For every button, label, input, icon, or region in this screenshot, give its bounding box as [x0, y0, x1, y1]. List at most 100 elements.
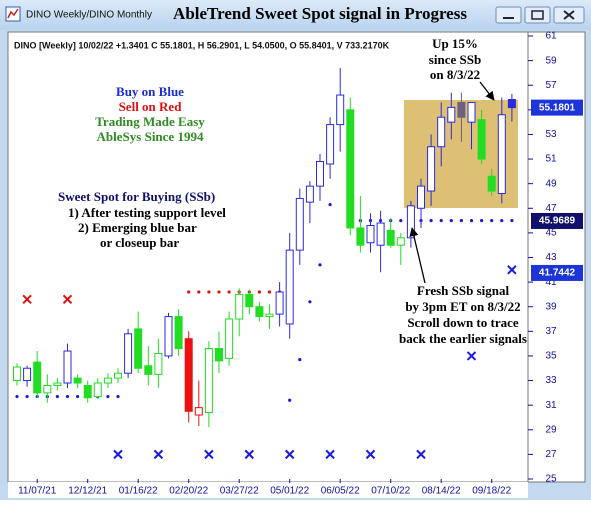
maximize-glyph — [531, 10, 544, 20]
arrow — [409, 227, 426, 284]
candle-body — [497, 114, 506, 195]
signal-x — [244, 449, 255, 460]
candle-body — [73, 377, 82, 384]
signal-x — [466, 351, 477, 361]
y-tick-label: 53 — [545, 129, 557, 140]
time-axis — [8, 482, 528, 498]
candle-body — [265, 313, 274, 318]
note: or closeup bar — [100, 235, 179, 250]
candle-body — [43, 384, 52, 394]
title-bar — [0, 0, 591, 30]
x-tick-label: 01/16/22 — [119, 486, 158, 497]
close-glyph — [563, 10, 575, 20]
candle-body — [457, 101, 466, 118]
stop-dot — [449, 218, 453, 223]
stop-dot — [480, 218, 484, 223]
candle-body — [144, 365, 153, 375]
price-tag — [531, 264, 583, 281]
candle-body — [295, 197, 304, 251]
candle-body — [63, 350, 72, 384]
candle-body — [53, 382, 62, 386]
candle-body — [225, 318, 234, 359]
note: by 3pm ET on 8/3/22 — [405, 299, 520, 314]
candle-body — [275, 291, 284, 315]
candle-body — [154, 352, 163, 375]
signal-x — [62, 294, 73, 305]
y-tick-label: 35 — [545, 351, 557, 362]
stop-dot — [207, 290, 211, 294]
candle-body — [376, 222, 385, 246]
stop-dot — [308, 300, 312, 304]
y-tick-label: 27 — [545, 449, 557, 460]
candle-body — [396, 237, 405, 246]
stop-dot — [116, 394, 120, 399]
candle-body — [366, 225, 375, 244]
candle-body — [406, 205, 415, 239]
price-tag-label: 55.1801 — [539, 102, 576, 113]
stop-dot — [25, 394, 29, 399]
signal-x — [416, 449, 426, 460]
stop-dot — [500, 218, 504, 223]
y-tick-label: 45 — [545, 228, 557, 239]
candle-body — [336, 94, 345, 126]
candle-body — [114, 372, 122, 379]
candle-body — [83, 384, 92, 399]
stop-dot — [197, 290, 201, 294]
signal-x — [507, 265, 517, 275]
stop-dot — [267, 290, 272, 294]
candle-body — [386, 229, 395, 246]
candle-body — [507, 98, 516, 109]
note: Fresh SSb signal — [417, 283, 510, 298]
note: AbleSys Since 1994 — [97, 129, 204, 144]
stop-dot — [328, 202, 332, 207]
x-tick-label: 08/14/22 — [422, 486, 461, 497]
y-tick-label: 59 — [545, 55, 557, 66]
y-tick-label: 25 — [545, 474, 557, 485]
candle-body — [215, 348, 223, 362]
price-tag — [531, 212, 583, 229]
stop-dot — [257, 290, 261, 294]
stop-dot — [429, 218, 433, 223]
window-title: DINO Weekly/DINO Monthly — [26, 10, 152, 21]
x-tick-label: 11/07/21 — [18, 486, 57, 497]
arrow — [479, 81, 495, 101]
stop-dot — [187, 290, 191, 294]
x-tick-label: 03/27/22 — [220, 486, 259, 497]
signal-x — [204, 449, 214, 460]
candle-body — [255, 306, 264, 318]
note: since SSb — [429, 52, 481, 67]
note: on 8/3/22 — [430, 67, 480, 82]
candle-body — [184, 338, 193, 412]
signal-x — [22, 294, 32, 305]
stop-dot — [227, 290, 231, 294]
candle-body — [356, 227, 365, 246]
price-tag — [531, 99, 583, 116]
candle-body — [134, 328, 143, 369]
signal-x — [113, 449, 123, 460]
signal-x — [284, 449, 295, 460]
stop-dot — [490, 218, 494, 223]
plot-area — [7, 31, 529, 483]
signal-x — [325, 449, 335, 460]
candle-body — [164, 316, 173, 357]
candle-body — [305, 185, 314, 203]
maximize-button[interactable] — [524, 6, 551, 24]
candle-body — [194, 407, 203, 416]
x-tick-label: 06/05/22 — [321, 486, 360, 497]
y-tick-label: 51 — [545, 154, 557, 165]
y-tick-label: 43 — [545, 252, 557, 263]
signal-x — [365, 449, 376, 460]
stop-dot — [106, 394, 110, 399]
stop-dot — [399, 218, 403, 223]
candle-body — [23, 367, 32, 382]
candle-body — [245, 293, 254, 308]
candle-body — [174, 316, 183, 350]
note: 2) Emerging blue bar — [78, 220, 197, 235]
minimize-button[interactable] — [495, 6, 522, 24]
candle-body — [487, 175, 496, 192]
stop-dot — [65, 394, 70, 399]
candle-body — [103, 377, 112, 384]
candle-body — [477, 119, 486, 160]
x-tick-label: 12/12/21 — [68, 486, 107, 497]
